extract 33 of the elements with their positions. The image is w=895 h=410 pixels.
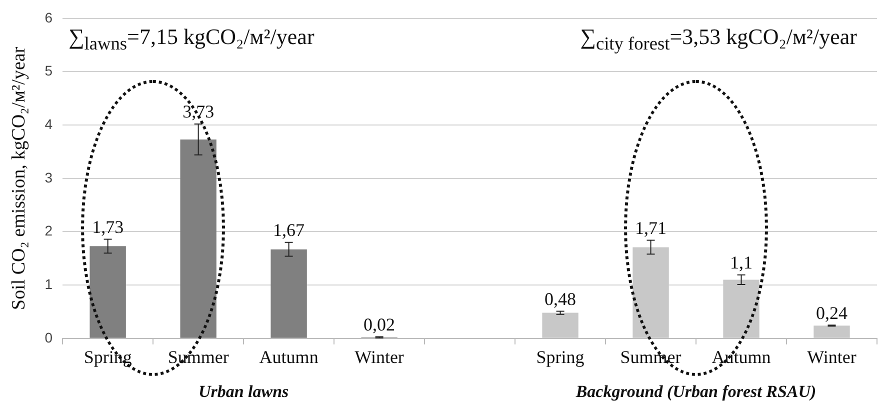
bar bbox=[90, 246, 126, 338]
y-tick-label: 1 bbox=[44, 276, 53, 292]
y-tick-label: 6 bbox=[44, 9, 53, 26]
y-tick-label: 2 bbox=[44, 222, 53, 239]
text: Background (Urban forest RSAU) bbox=[576, 382, 816, 402]
annotation: ∑$_{city forest}$=3,53 kgCO₂/м²/year bbox=[580, 24, 857, 54]
data-label: 1,1 bbox=[730, 252, 753, 273]
x-tick-label: Winter bbox=[354, 346, 404, 367]
y-tick-label: 5 bbox=[44, 62, 53, 79]
data-label: 0,02 bbox=[364, 314, 396, 335]
data-label: 0,24 bbox=[816, 302, 848, 323]
annotation: ∑$_{lawns}$=7,15 kgCO₂/м²/year bbox=[68, 24, 314, 54]
x-tick-label: Spring bbox=[536, 346, 584, 367]
x-tick-label: Winter bbox=[807, 346, 856, 367]
bar bbox=[270, 249, 307, 338]
bar bbox=[814, 326, 850, 338]
y-tick-label: 4 bbox=[44, 116, 53, 132]
x-tick-label: Autumn bbox=[712, 346, 771, 367]
data-label: 1,67 bbox=[273, 220, 305, 240]
y-tick-label: 3 bbox=[44, 169, 53, 186]
bar bbox=[542, 312, 578, 338]
y-axis-title: Soil CO₂ emission, kgCO₂/м²/year bbox=[8, 46, 30, 310]
data-label: 1,71 bbox=[635, 218, 667, 238]
x-tick-label: Autumn bbox=[259, 346, 318, 367]
bar bbox=[180, 139, 216, 338]
x-tick-label: Spring bbox=[84, 346, 132, 367]
data-label: 1,73 bbox=[92, 216, 124, 237]
data-label: 3,73 bbox=[182, 102, 214, 122]
text: Urban lawns bbox=[198, 382, 289, 402]
y-tick-label: 0 bbox=[44, 329, 53, 346]
x-tick-label: Summer bbox=[168, 346, 229, 367]
data-label: 0,48 bbox=[544, 288, 576, 309]
x-tick-label: Summer bbox=[620, 346, 682, 367]
